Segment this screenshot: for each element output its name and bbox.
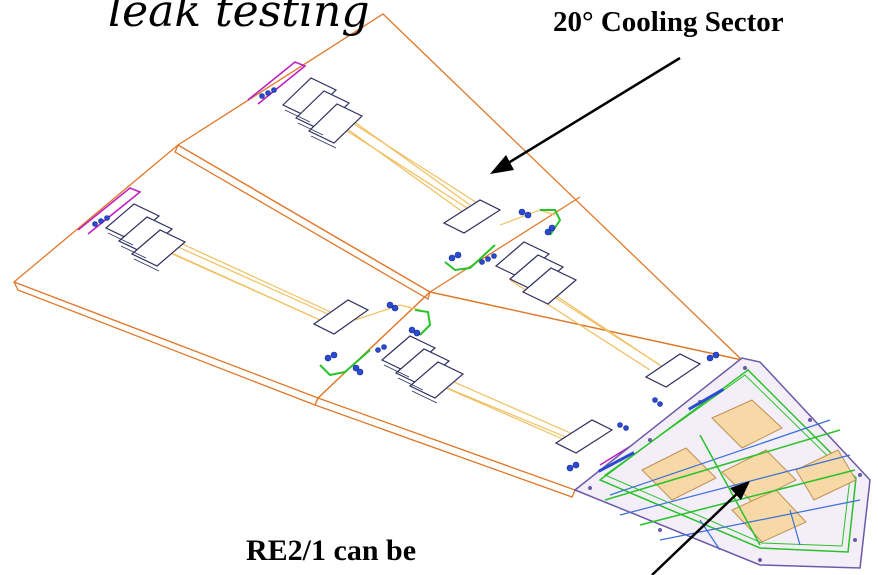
- sector-label: 20° Cooling Sector: [553, 6, 784, 38]
- upper-panel-tubing: [299, 89, 671, 373]
- middle-cooling-panel: [12, 144, 432, 406]
- arrow-to-upper-panel: [490, 56, 681, 174]
- middle-panel-modules: [104, 203, 614, 454]
- module-detail-lines: [107, 109, 438, 404]
- title-fragment: leak testing: [108, 0, 370, 37]
- connector-clusters: [92, 87, 720, 472]
- upper-cooling-panel: [174, 13, 745, 362]
- upper-panel-modules: [281, 77, 702, 388]
- re21-chamber: [573, 357, 871, 569]
- bottom-caption-fragment: RE2/1 can be: [246, 534, 417, 567]
- arrow-to-chamber: [651, 481, 750, 575]
